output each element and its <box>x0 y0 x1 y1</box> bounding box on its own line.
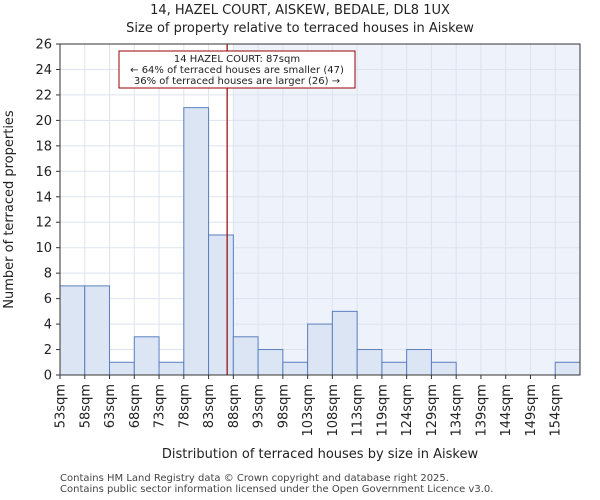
x-tick-label: 103sqm <box>301 384 316 437</box>
x-tick-label: 73sqm <box>153 384 168 428</box>
y-tick-label: 24 <box>35 63 52 78</box>
x-tick-label: 68sqm <box>128 384 143 428</box>
x-tick-label: 119sqm <box>375 384 390 437</box>
bar-108sqm <box>331 310 358 376</box>
property-annotation: 14 HAZEL COURT: 87sqm ← 64% of terraced … <box>118 50 356 89</box>
bar-93sqm <box>257 349 284 376</box>
bar-83sqm <box>208 234 234 376</box>
footer-attribution-2: Contains public sector information licen… <box>60 484 494 495</box>
y-tick-label: 0 <box>44 369 52 384</box>
y-tick-label: 16 <box>35 165 52 180</box>
chart-subtitle: Size of property relative to terraced ho… <box>126 21 474 36</box>
x-axis-label: Distribution of terraced houses by size … <box>162 447 479 462</box>
x-tick-label: 134sqm <box>450 384 465 437</box>
x-tick-label: 53sqm <box>54 384 69 428</box>
x-tick-label: 83sqm <box>202 384 217 428</box>
bar-53sqm <box>59 285 86 376</box>
y-tick-label: 8 <box>44 267 52 282</box>
x-tick-label: 78sqm <box>177 384 192 428</box>
y-axis-label: Number of terraced properties <box>2 110 17 309</box>
x-tick-label: 129sqm <box>425 384 440 437</box>
bar-113sqm <box>356 349 383 376</box>
bar-98sqm <box>282 361 309 376</box>
bar-119sqm <box>381 361 408 376</box>
bar-63sqm <box>109 361 135 376</box>
bar-58sqm <box>84 285 111 376</box>
bar-154sqm <box>554 361 581 376</box>
footer-attribution-1: Contains HM Land Registry data © Crown c… <box>60 473 449 484</box>
bar-78sqm <box>183 107 210 376</box>
bar-88sqm <box>232 336 259 376</box>
y-tick-label: 6 <box>44 292 52 307</box>
x-tick-label: 88sqm <box>227 384 242 428</box>
x-tick-label: 108sqm <box>326 384 341 437</box>
bar-103sqm <box>307 323 333 376</box>
y-tick-label: 22 <box>35 88 52 103</box>
x-tick-label: 139sqm <box>474 384 489 437</box>
x-tick-label: 93sqm <box>252 384 267 428</box>
x-tick-label: 113sqm <box>351 384 366 437</box>
annotation-line-3: 36% of terraced houses are larger (26) → <box>134 76 340 87</box>
bar-73sqm <box>158 361 185 376</box>
x-tick-label: 154sqm <box>549 384 564 437</box>
y-tick-label: 18 <box>35 139 52 154</box>
annotation-line-1: 14 HAZEL COURT: 87sqm <box>174 54 300 65</box>
y-tick-label: 2 <box>44 343 52 358</box>
y-tick-label: 26 <box>35 38 52 53</box>
y-tick-label: 20 <box>35 114 52 129</box>
y-tick-label: 12 <box>35 216 52 231</box>
bar-124sqm <box>406 349 432 376</box>
x-tick-label: 63sqm <box>103 384 118 428</box>
bar-68sqm <box>133 336 160 376</box>
bar-129sqm <box>430 361 457 376</box>
y-tick-label: 4 <box>44 318 52 333</box>
y-tick-label: 10 <box>35 241 52 256</box>
x-tick-label: 124sqm <box>400 384 415 437</box>
y-tick-label: 14 <box>35 190 52 205</box>
chart-title: 14, HAZEL COURT, AISKEW, BEDALE, DL8 1UX <box>150 3 450 18</box>
x-tick-label: 58sqm <box>78 384 93 428</box>
x-tick-label: 144sqm <box>499 384 514 437</box>
plot-frame <box>59 43 581 376</box>
x-tick-label: 149sqm <box>524 384 539 437</box>
x-tick-label: 98sqm <box>276 384 291 428</box>
annotation-line-2: ← 64% of terraced houses are smaller (47… <box>130 65 344 76</box>
